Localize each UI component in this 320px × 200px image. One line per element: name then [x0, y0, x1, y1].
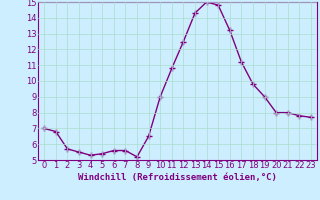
X-axis label: Windchill (Refroidissement éolien,°C): Windchill (Refroidissement éolien,°C): [78, 173, 277, 182]
